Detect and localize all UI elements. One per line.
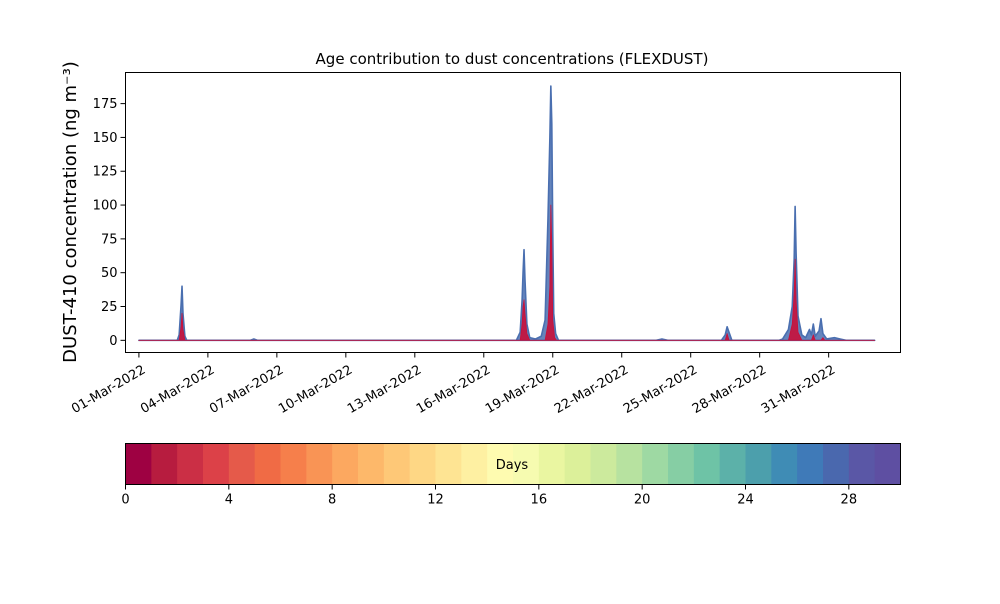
colorbar-swatch [874, 443, 901, 485]
colorbar-tick-label: 12 [427, 493, 444, 508]
colorbar-swatch [358, 443, 385, 485]
colorbar-swatch [280, 443, 307, 485]
colorbar-swatch [332, 443, 359, 485]
colorbar-swatch [564, 443, 591, 485]
colorbar-swatch [177, 443, 204, 485]
x-tick-label: 01-Mar-2022 [69, 363, 148, 417]
chart-title: Age contribution to dust concentrations … [316, 50, 709, 68]
y-axis: 0 25 50 75 100 125 150 175 [93, 97, 126, 349]
x-tick-label: 07-Mar-2022 [207, 363, 286, 417]
x-tick-label: 13-Mar-2022 [345, 363, 424, 417]
y-tick-label: 0 [109, 334, 117, 349]
colorbar-tick-label: 8 [328, 493, 336, 508]
colorbar-swatch [306, 443, 333, 485]
colorbar-swatch [435, 443, 462, 485]
x-tick-label: 22-Mar-2022 [552, 363, 631, 417]
colorbar-swatch [487, 443, 514, 485]
y-tick-label: 75 [101, 232, 118, 247]
plot-area [138, 85, 876, 342]
colorbar-swatch [513, 443, 540, 485]
x-tick-label: 16-Mar-2022 [414, 363, 493, 417]
x-tick-label: 04-Mar-2022 [138, 363, 217, 417]
colorbar-tick-label: 28 [841, 493, 858, 508]
colorbar-swatch [771, 443, 798, 485]
x-axis: 01-Mar-202204-Mar-202207-Mar-202210-Mar-… [69, 352, 838, 417]
colorbar-tick-label: 16 [531, 493, 548, 508]
colorbar-swatch [538, 443, 566, 485]
x-tick-label: 19-Mar-2022 [483, 363, 562, 417]
colorbar-label: Days [496, 458, 529, 473]
colorbar-swatch [693, 443, 721, 485]
colorbar-swatch [616, 443, 643, 485]
plot-frame [125, 72, 901, 353]
colorbar-swatch [642, 443, 669, 485]
colorbar-swatch [668, 443, 695, 485]
colorbar-swatch [745, 443, 772, 485]
colorbar-swatch [590, 443, 617, 485]
colorbar-swatch [823, 443, 850, 485]
colorbar-swatch [848, 443, 876, 485]
y-tick-label: 175 [93, 97, 118, 112]
y-tick-label: 50 [101, 266, 118, 281]
colorbar-tick-label: 20 [634, 493, 651, 508]
colorbar-swatch [203, 443, 230, 485]
y-tick-label: 100 [93, 199, 118, 214]
colorbar-tick-label: 0 [121, 493, 129, 508]
colorbar-swatch [797, 443, 824, 485]
colorbar-swatch [151, 443, 178, 485]
colorbar-swatch [461, 443, 488, 485]
colorbar-tick-label: 24 [737, 493, 754, 508]
colorbar-swatch [383, 443, 411, 485]
colorbar-swatch [719, 443, 746, 485]
series-young [138, 204, 876, 341]
colorbar-tick-label: 4 [225, 493, 233, 508]
series-total [138, 85, 876, 342]
x-tick-label: 31-Mar-2022 [759, 363, 838, 417]
x-tick-label: 10-Mar-2022 [276, 363, 355, 417]
x-tick-label: 28-Mar-2022 [690, 363, 769, 417]
colorbar-swatch [409, 443, 436, 485]
y-axis-label: DUST-410 concentration (ng m⁻³) [60, 61, 81, 363]
colorbar-swatch [228, 443, 256, 485]
colorbar-swatch [125, 443, 152, 485]
colorbar: 0 4 8 12 16 20 24 28 [121, 443, 901, 508]
y-tick-label: 125 [93, 165, 118, 180]
y-tick-label: 25 [101, 300, 118, 315]
y-tick-label: 150 [93, 131, 118, 146]
x-tick-label: 25-Mar-2022 [621, 363, 700, 417]
colorbar-frame [125, 443, 901, 485]
colorbar-swatch [254, 443, 281, 485]
